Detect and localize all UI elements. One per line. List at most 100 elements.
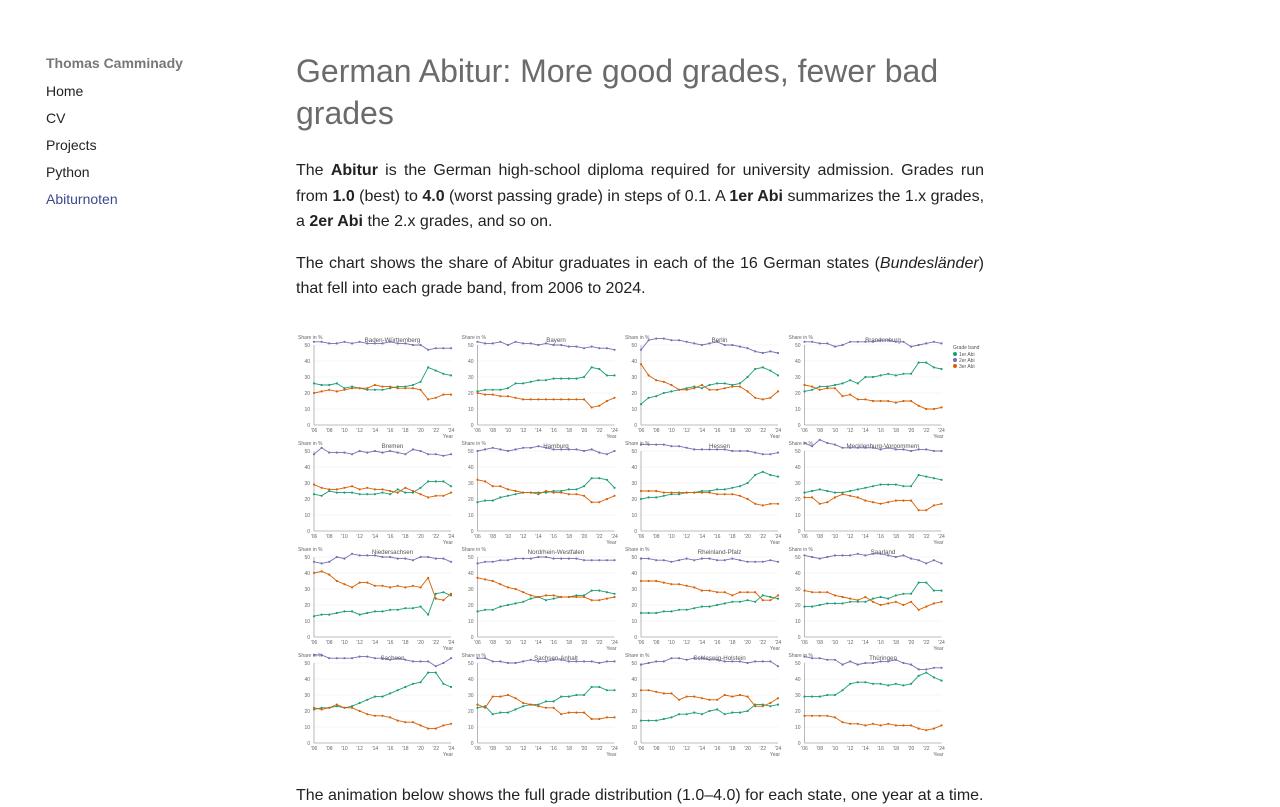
data-point <box>849 597 852 600</box>
y-tick-label: 0 <box>634 635 637 641</box>
data-point <box>746 591 749 594</box>
data-point <box>358 340 361 343</box>
data-point <box>776 390 780 393</box>
data-point <box>932 407 935 411</box>
data-point <box>484 388 487 391</box>
data-point <box>427 727 430 730</box>
data-point <box>613 660 616 663</box>
data-point <box>358 581 361 584</box>
data-point <box>396 451 399 454</box>
data-point <box>700 713 703 716</box>
data-point <box>754 660 757 663</box>
data-point <box>871 399 875 403</box>
data-point <box>514 382 517 385</box>
x-tick-label: '14 <box>699 534 706 540</box>
data-point <box>598 501 601 504</box>
data-point <box>419 493 422 496</box>
x-tick-label: '18 <box>566 746 573 752</box>
data-point <box>693 385 696 388</box>
x-tick-label: '16 <box>550 640 557 646</box>
data-point <box>381 388 384 391</box>
x-tick-label: '10 <box>341 640 348 646</box>
data-point <box>700 383 703 387</box>
nav-abiturnoten[interactable]: Abiturnoten <box>46 191 118 207</box>
data-point <box>560 448 563 451</box>
data-point <box>598 347 601 350</box>
data-point <box>670 493 673 496</box>
y-tick-label: 30 <box>304 693 310 699</box>
x-axis-label: Year <box>770 540 780 546</box>
data-point <box>716 388 719 391</box>
data-point <box>499 559 502 562</box>
y-tick-label: 10 <box>468 407 474 413</box>
y-tick-label: 30 <box>468 481 474 487</box>
x-tick-label: '20 <box>581 428 588 434</box>
x-tick-label: '14 <box>862 746 869 752</box>
data-point <box>442 661 445 665</box>
data-point <box>575 398 578 401</box>
nav-projects[interactable]: Projects <box>46 137 97 153</box>
x-tick-label: '22 <box>433 640 440 646</box>
data-point <box>864 486 867 489</box>
data-point <box>442 454 445 457</box>
data-point <box>343 557 346 560</box>
data-point <box>940 449 943 453</box>
data-point <box>613 486 616 489</box>
data-point <box>491 485 494 488</box>
data-point <box>442 347 445 350</box>
x-tick-label: '18 <box>566 640 573 646</box>
x-tick-label: '12 <box>683 640 690 646</box>
data-point <box>544 491 548 494</box>
data-point <box>613 716 616 719</box>
data-point <box>312 653 316 657</box>
data-point <box>708 383 711 387</box>
data-point <box>544 706 548 709</box>
y-tick-label: 40 <box>468 677 474 683</box>
y-axis-label: Share in % <box>298 441 323 447</box>
data-point <box>746 497 749 501</box>
nav-python[interactable]: Python <box>46 164 90 180</box>
data-point <box>826 387 829 390</box>
data-point <box>887 339 890 342</box>
data-point <box>917 361 920 364</box>
x-tick-label: '16 <box>714 428 721 434</box>
data-point <box>647 396 650 399</box>
data-point <box>662 717 665 721</box>
data-point <box>312 483 316 486</box>
data-point <box>811 388 814 391</box>
nav-cv[interactable]: CV <box>46 110 66 126</box>
data-point <box>389 716 392 719</box>
x-tick-label: '16 <box>877 640 884 646</box>
legend-swatch <box>953 364 957 368</box>
data-point <box>826 555 829 559</box>
y-tick-label: 10 <box>795 725 801 731</box>
sidebar: Thomas Camminady Home CV Projects Python… <box>46 55 246 218</box>
series-line-3er-abi <box>313 484 452 498</box>
data-point <box>499 496 502 499</box>
data-point <box>343 340 346 343</box>
x-tick-label: '24 <box>775 746 782 752</box>
x-tick-label: '10 <box>505 640 512 646</box>
data-point <box>754 451 757 454</box>
data-point <box>769 701 772 705</box>
data-point <box>389 493 392 496</box>
panel-mecklenburg-vorpommern: 0 10 20 30 40 50 '06 '08 '10 '12 '14 '16 '18 '20 '22 '2… <box>789 438 945 546</box>
data-point <box>537 595 540 599</box>
data-point <box>506 387 510 390</box>
data-point <box>647 611 650 615</box>
x-tick-label: '24 <box>938 640 945 646</box>
y-tick-label: 40 <box>468 465 474 471</box>
nav-home[interactable]: Home <box>46 83 84 99</box>
data-point <box>932 727 935 730</box>
site-title[interactable]: Thomas Camminady <box>46 55 183 71</box>
data-point <box>389 692 392 695</box>
data-point <box>754 560 757 563</box>
data-point <box>335 611 338 615</box>
y-tick-label: 20 <box>795 709 801 715</box>
y-tick-label: 0 <box>307 423 310 429</box>
panel-hessen: 0 10 20 30 40 50 '06 '08 '10 '12 '14 '16 '18 '20 '22 '2… <box>625 441 781 546</box>
data-point <box>841 493 844 496</box>
data-point <box>552 489 555 493</box>
legend-item: 2er Abi <box>959 358 975 364</box>
data-point <box>940 502 943 505</box>
